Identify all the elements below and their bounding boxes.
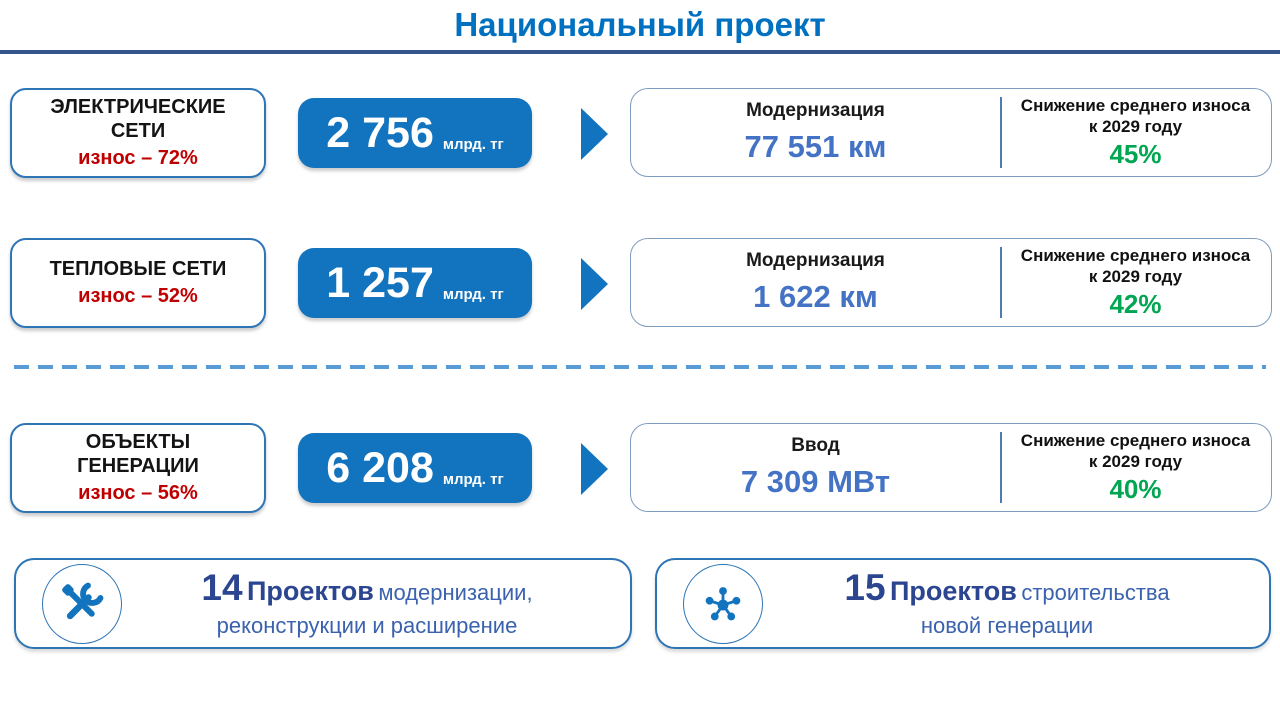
title-underline <box>0 50 1280 54</box>
wear-value: износ – 56% <box>78 481 198 504</box>
category-box: ЭЛЕКТРИЧЕСКИЕ СЕТИ износ – 72% <box>10 88 266 178</box>
result-value: 1 622 км <box>753 279 878 314</box>
investment-amount-box: 2 756 млрд. тг <box>298 98 532 168</box>
arrow-right-icon <box>581 443 608 495</box>
investment-amount: 6 208 <box>326 444 434 492</box>
result-value: 77 551 км <box>744 129 887 164</box>
projects-desc: модернизации, <box>378 579 533 605</box>
result-label: Ввод <box>791 435 840 456</box>
investment-unit: млрд. тг <box>442 136 504 153</box>
result-target: Снижение среднего износа к 2029 году 40% <box>1000 424 1271 511</box>
projects-desc: строительства <box>1021 579 1170 605</box>
projects-word: Проектов <box>890 575 1017 606</box>
projects-modernization-box: 14 Проектов модернизации, реконструкции … <box>14 558 632 649</box>
result-label: Модернизация <box>746 100 885 121</box>
row-electric-networks: ЭЛЕКТРИЧЕСКИЕ СЕТИ износ – 72% 2 756 млр… <box>0 88 1280 178</box>
category-name: ОБЪЕКТЫ ГЕНЕРАЦИИ <box>77 431 199 477</box>
projects-construction-box: 15 Проектов строительства новой генераци… <box>655 558 1271 649</box>
row-generation-facilities: ОБЪЕКТЫ ГЕНЕРАЦИИ износ – 56% 6 208 млрд… <box>0 423 1280 513</box>
result-target: Снижение среднего износа к 2029 году 42% <box>1000 239 1271 326</box>
target-label: Снижение среднего износа к 2029 году <box>1020 245 1251 286</box>
result-box: Ввод 7 309 МВт Снижение среднего износа … <box>630 423 1272 512</box>
wear-value: износ – 52% <box>78 284 198 307</box>
projects-construction-text: 15 Проектов строительства новой генераци… <box>763 566 1269 640</box>
footer-line1: 15 Проектов строительства <box>763 566 1251 609</box>
tools-icon <box>42 563 122 644</box>
footer-line2: реконструкции и расширение <box>216 613 518 639</box>
wear-value: износ – 72% <box>78 146 198 169</box>
result-box: Модернизация 1 622 км Снижение среднего … <box>630 238 1272 327</box>
result-main: Модернизация 1 622 км <box>631 239 1000 326</box>
investment-amount: 2 756 <box>326 109 434 157</box>
investment-amount: 1 257 <box>326 259 434 307</box>
projects-word: Проектов <box>247 575 374 606</box>
investment-unit: млрд. тг <box>442 286 504 303</box>
investment-amount-box: 6 208 млрд. тг <box>298 433 532 503</box>
result-label: Модернизация <box>746 250 885 271</box>
footer-line2: новой генерации <box>920 613 1094 639</box>
investment-amount-box: 1 257 млрд. тг <box>298 248 532 318</box>
projects-count: 15 <box>844 566 886 608</box>
footer-line1: 14 Проектов модернизации, <box>122 566 612 609</box>
arrow-right-icon <box>581 108 608 160</box>
target-value: 45% <box>1109 139 1162 170</box>
category-name: ТЕПЛОВЫЕ СЕТИ <box>49 258 227 281</box>
category-box: ОБЪЕКТЫ ГЕНЕРАЦИИ износ – 56% <box>10 423 266 513</box>
molecule-icon <box>683 563 763 644</box>
result-target: Снижение среднего износа к 2029 году 45% <box>1000 89 1271 176</box>
projects-modernization-text: 14 Проектов модернизации, реконструкции … <box>122 566 630 640</box>
investment-unit: млрд. тг <box>442 471 504 488</box>
category-name: ЭЛЕКТРИЧЕСКИЕ СЕТИ <box>50 96 226 142</box>
result-main: Модернизация 77 551 км <box>631 89 1000 176</box>
target-label: Снижение среднего износа к 2029 году <box>1020 95 1251 136</box>
arrow-right-icon <box>581 258 608 310</box>
row-heating-networks: ТЕПЛОВЫЕ СЕТИ износ – 52% 1 257 млрд. тг… <box>0 238 1280 328</box>
category-box: ТЕПЛОВЫЕ СЕТИ износ – 52% <box>10 238 266 328</box>
target-value: 42% <box>1109 289 1162 320</box>
page-title: Национальный проект <box>454 6 826 43</box>
result-box: Модернизация 77 551 км Снижение среднего… <box>630 88 1272 177</box>
target-label: Снижение среднего износа к 2029 году <box>1020 430 1251 471</box>
target-value: 40% <box>1109 474 1162 505</box>
projects-count: 14 <box>201 566 243 608</box>
result-main: Ввод 7 309 МВт <box>631 424 1000 511</box>
result-value: 7 309 МВт <box>740 464 891 499</box>
dashed-divider <box>14 365 1266 369</box>
